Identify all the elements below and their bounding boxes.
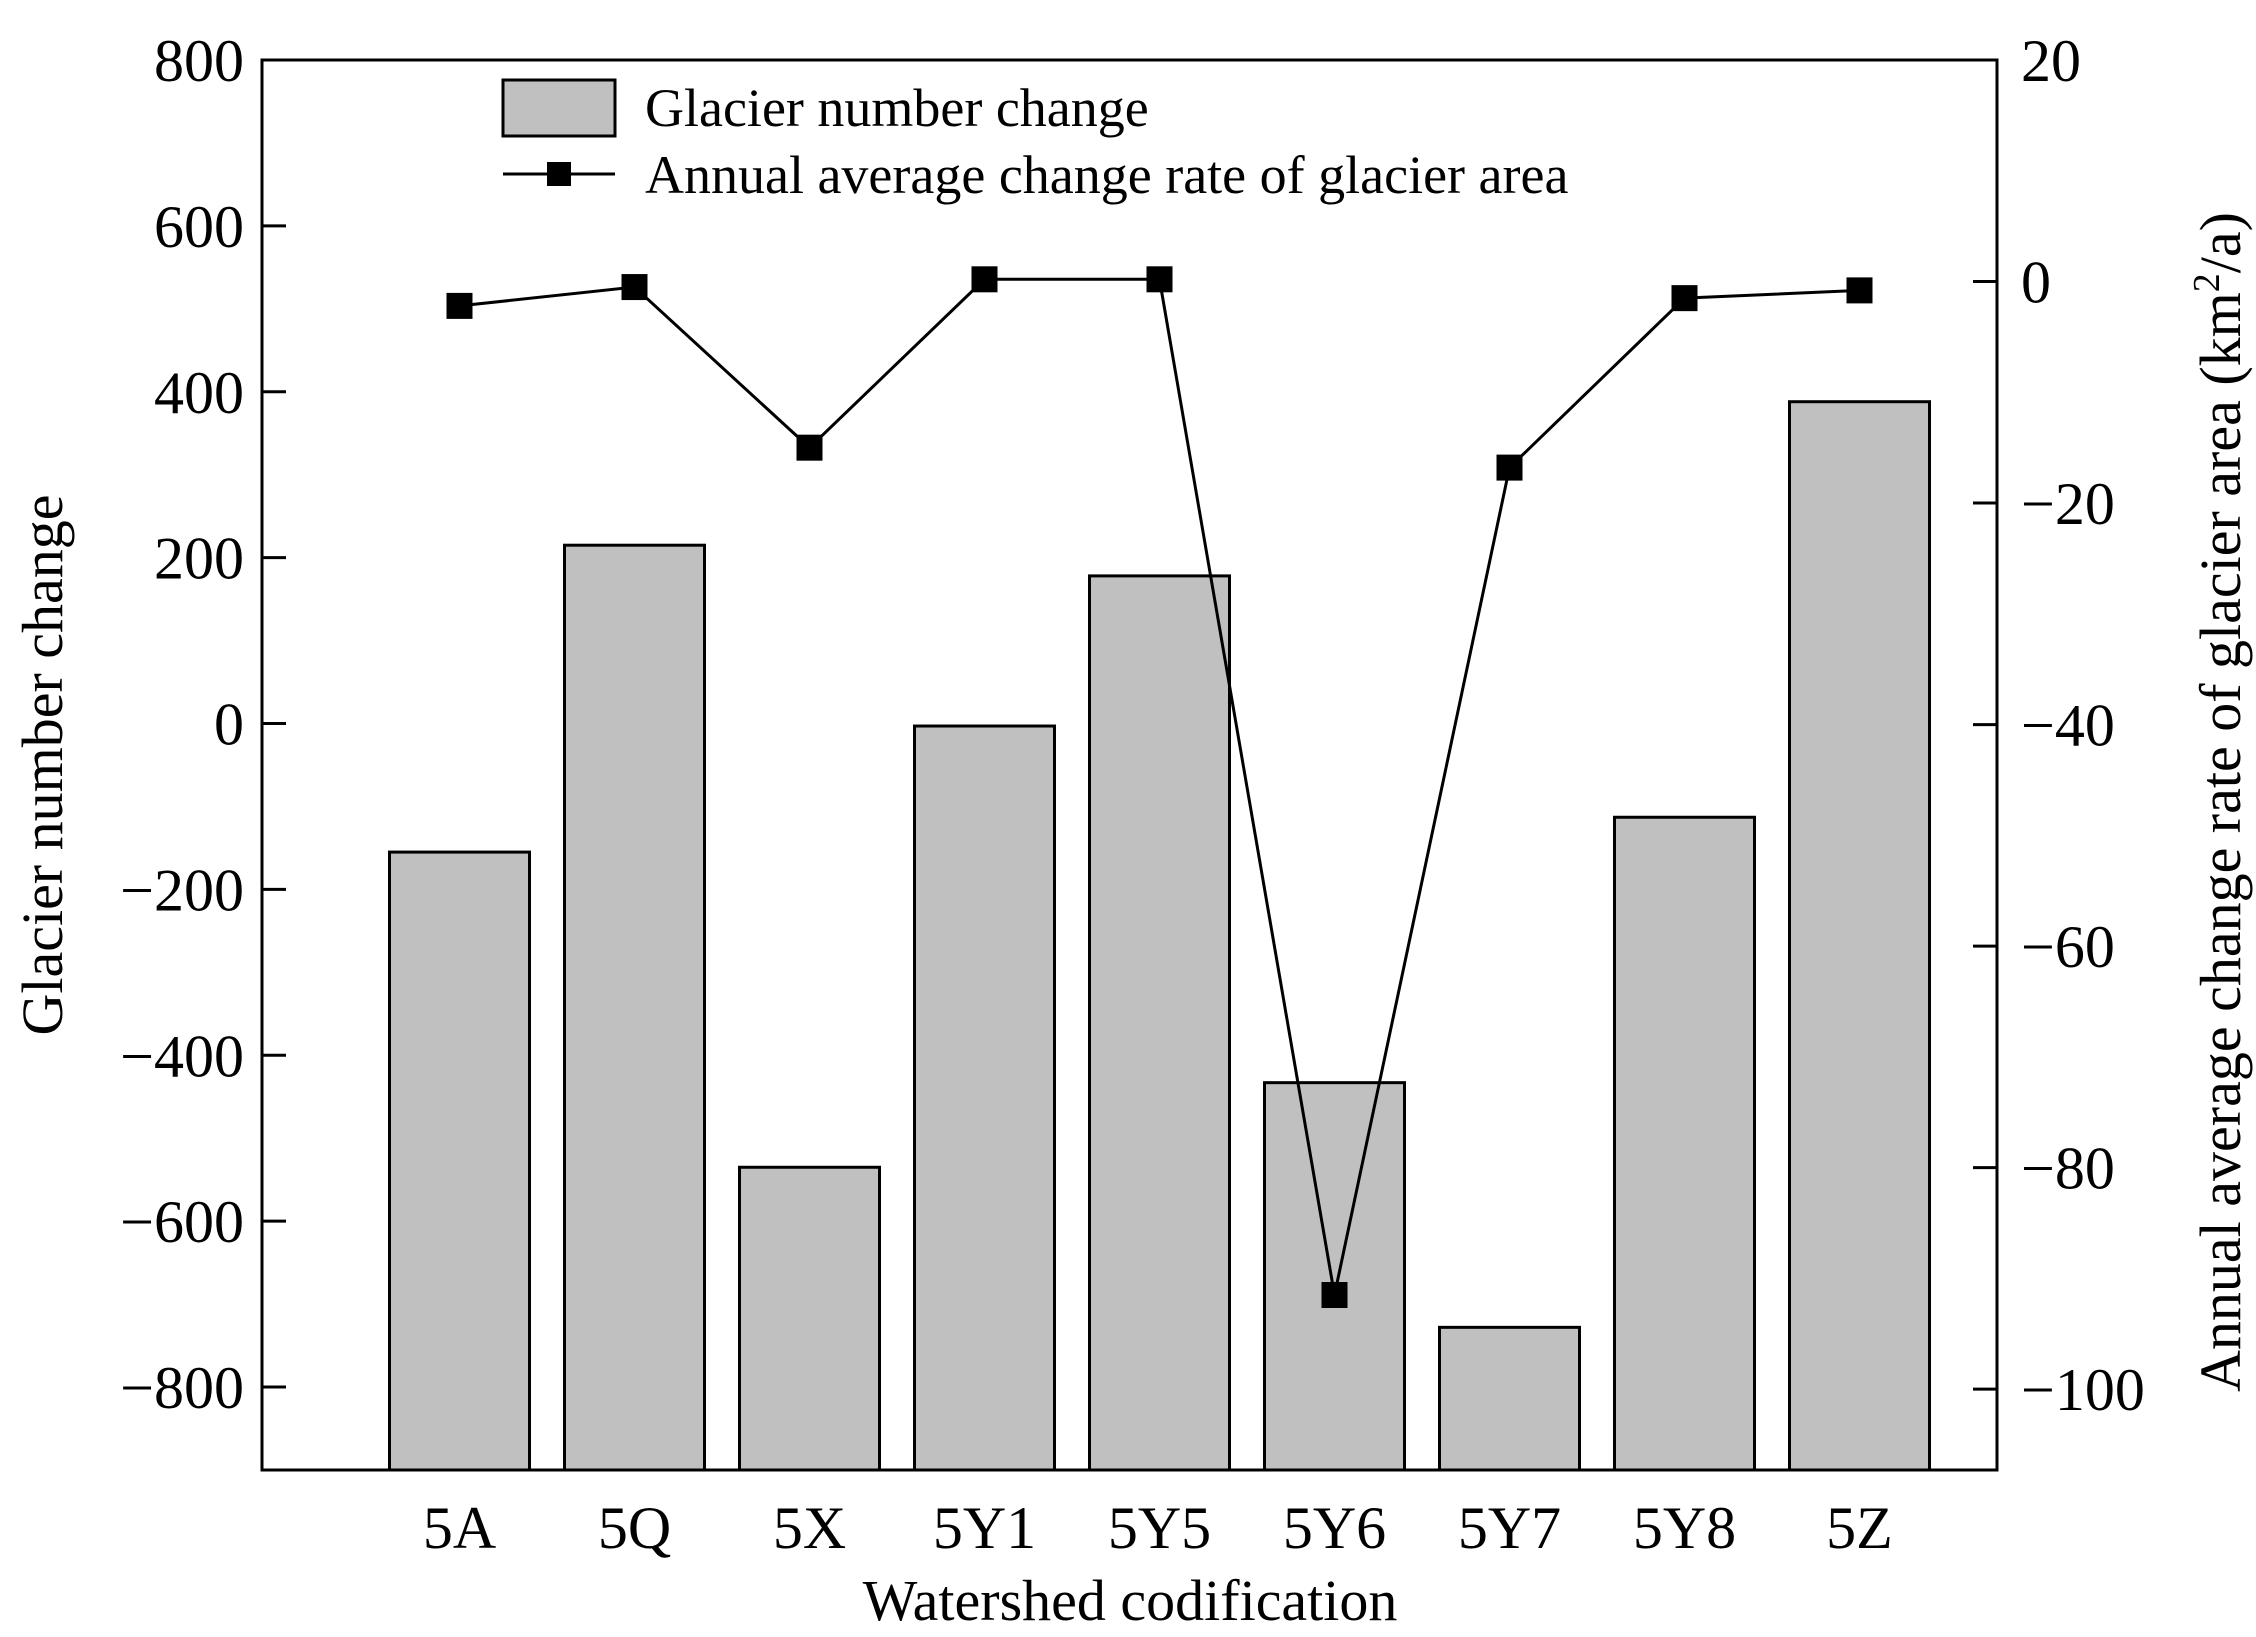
y2-tick-label: −60 [2021,914,2115,980]
bar-5y6 [1263,1081,1406,1472]
y-tick-label: −800 [120,1355,244,1421]
line-layer [446,266,1873,1308]
y-tick-label: 800 [154,28,244,94]
y2-axis-title: Annual average change rate of glacier ar… [2186,212,2253,1392]
bar-5x [738,1165,881,1472]
y-tick-label: 200 [154,526,244,592]
marker-5a [446,292,473,319]
y-tick-label: −200 [120,857,244,923]
bar-5q [563,543,706,1472]
legend-label-bars: Glacier number change [645,78,1149,138]
ticks-layer [262,58,1997,1391]
bar-5z [1788,400,1931,1472]
legend-marker-swatch [547,162,571,186]
y2-axis-title-main: Annual average change rate of glacier ar… [2188,292,2253,1392]
y2-axis-title-sup: 2 [2186,273,2228,292]
marker-5y5 [1146,266,1173,293]
x-axis-title: Watershed codification [863,1568,1398,1633]
y-tick-label: 0 [214,692,244,758]
y2-tick-label: −100 [2021,1357,2145,1423]
x-tick-label-5y8: 5Y8 [1633,1495,1736,1561]
x-tick-label-5z: 5Z [1826,1495,1893,1561]
x-tick-label-5y6: 5Y6 [1283,1495,1386,1561]
y-tick-label: 600 [154,194,244,260]
x-tick-label-5x: 5X [773,1495,846,1561]
y2-axis-title-end: /a) [2188,212,2253,273]
marker-5z [1846,277,1873,304]
legend-bar-swatch [501,78,617,138]
x-tick-label-5a: 5A [423,1495,496,1561]
marker-5x [796,434,823,461]
x-tick-label-5y7: 5Y7 [1458,1495,1561,1561]
legend-label-line: Annual average change rate of glacier ar… [645,145,1568,205]
bar-5y1 [913,724,1056,1472]
x-tick-label-5y1: 5Y1 [933,1495,1036,1561]
legend: Glacier number change Annual average cha… [501,78,1568,205]
marker-5q [621,274,648,301]
y-axis-title: Glacier number change [10,494,75,1035]
bar-5y7 [1438,1325,1581,1472]
y-tick-label: −400 [120,1023,244,1089]
x-tick-label-5y5: 5Y5 [1108,1495,1211,1561]
y2-tick-label: 20 [2021,28,2081,94]
marker-5y7 [1496,454,1523,481]
y-tick-label: 400 [154,360,244,426]
marker-5y8 [1671,285,1698,312]
bar-5y8 [1613,815,1756,1472]
y2-tick-label: −40 [2021,693,2115,759]
y2-tick-label: 0 [2021,250,2051,316]
bar-5a [388,850,531,1472]
x-tick-label-5q: 5Q [598,1495,671,1561]
marker-5y6 [1321,1281,1348,1308]
y2-tick-label: −80 [2021,1136,2115,1202]
bars-layer [388,400,1931,1472]
marker-5y1 [971,266,998,293]
y-tick-label: −600 [120,1189,244,1255]
bar-5y5 [1088,574,1231,1472]
plot-frame [260,58,1999,1472]
y2-tick-label: −20 [2021,471,2115,537]
